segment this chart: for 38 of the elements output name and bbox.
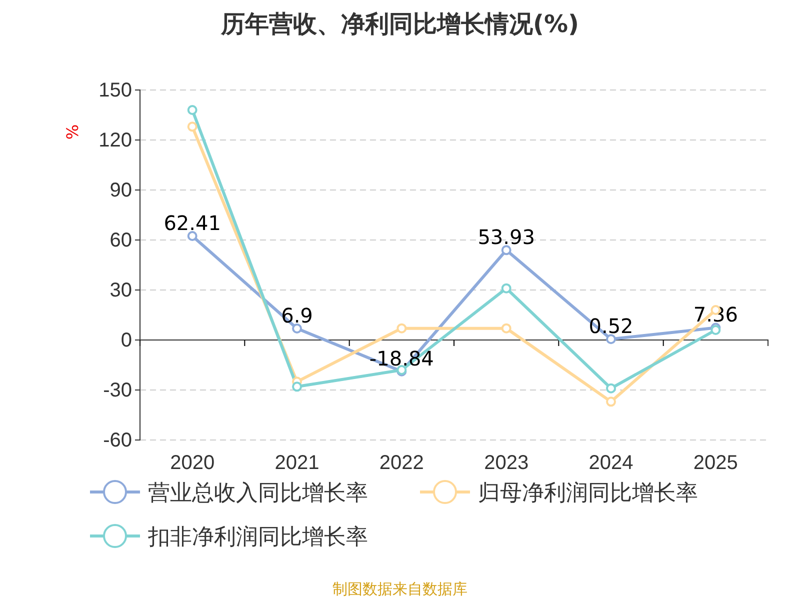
y-tick-label: 90 bbox=[110, 179, 132, 202]
text: 制图数据来自数据库 bbox=[332, 580, 468, 598]
legend-label: 扣非净利润同比增长率 bbox=[147, 525, 368, 550]
data-label: 62.41 bbox=[164, 210, 221, 235]
x-tick-label: 2021 bbox=[274, 452, 320, 474]
point bbox=[187, 231, 198, 241]
y-axis-title: % bbox=[63, 124, 82, 140]
y-tick-label: 60 bbox=[110, 229, 132, 252]
point bbox=[606, 383, 616, 394]
point bbox=[710, 325, 721, 335]
data-label: 0.52 bbox=[588, 314, 634, 338]
data-label: 53.93 bbox=[478, 225, 535, 250]
legend-label: 营业总收入同比增长率 bbox=[148, 481, 368, 506]
point bbox=[501, 245, 512, 256]
point bbox=[292, 324, 302, 334]
y-tick-label: -30 bbox=[103, 379, 132, 402]
y-tick-label: 0 bbox=[120, 329, 132, 352]
data-label: -18.84 bbox=[369, 346, 434, 370]
point bbox=[606, 396, 616, 407]
point bbox=[187, 122, 198, 132]
point bbox=[292, 382, 302, 392]
y-tick-label: 120 bbox=[98, 129, 132, 152]
point bbox=[501, 323, 512, 334]
x-tick-label: 2022 bbox=[379, 452, 424, 474]
data-label: 6.9 bbox=[281, 304, 313, 328]
y-tick-label: 30 bbox=[110, 279, 132, 302]
point bbox=[396, 323, 407, 334]
x-tick-label: 2023 bbox=[484, 452, 529, 474]
legend-label: 归母净利润同比增长率 bbox=[478, 481, 698, 506]
chart-title: 历年营收、净利同比增长情况(%) bbox=[220, 10, 579, 38]
x-tick-label: 2020 bbox=[170, 452, 215, 474]
x-tick-label: 2025 bbox=[693, 452, 738, 474]
point bbox=[501, 283, 512, 294]
y-tick-label: 150 bbox=[98, 79, 132, 102]
point bbox=[187, 105, 198, 115]
point bbox=[606, 334, 616, 344]
x-tick-label: 2024 bbox=[588, 452, 634, 474]
y-tick-label: -60 bbox=[103, 429, 132, 452]
